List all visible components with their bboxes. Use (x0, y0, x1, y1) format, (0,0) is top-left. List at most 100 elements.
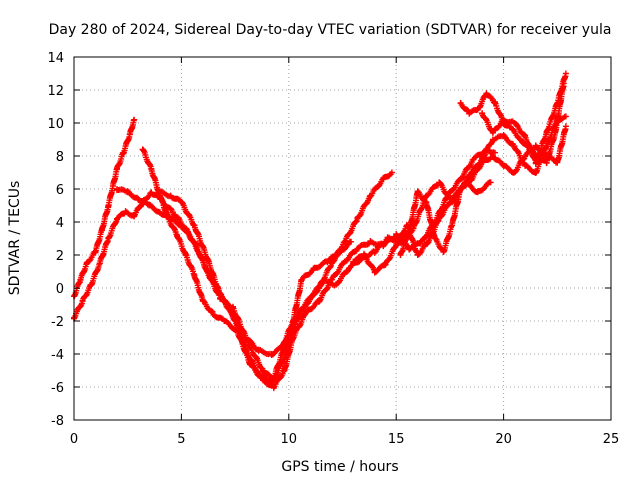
y-tick-label: 10 (47, 117, 64, 132)
y-tick-label: 2 (56, 249, 64, 264)
series-track-1 (71, 116, 138, 300)
data-point (191, 222, 198, 229)
data-point (380, 176, 387, 183)
x-tick-label: 0 (70, 432, 78, 447)
data-point (88, 281, 95, 288)
data-point (367, 192, 374, 199)
data-point (324, 258, 331, 265)
data-point (268, 351, 275, 357)
data-point (131, 116, 138, 123)
data-point (167, 192, 174, 199)
data-point (511, 169, 518, 176)
data-point (315, 298, 322, 305)
series-markers (71, 171, 394, 384)
data-point (457, 100, 464, 107)
data-point (156, 209, 163, 216)
data-point (532, 143, 539, 150)
y-tick-label: -6 (51, 381, 64, 396)
data-point (165, 215, 172, 222)
data-point (131, 212, 138, 219)
data-point (77, 276, 84, 283)
data-point (210, 311, 217, 318)
data-point (199, 298, 206, 305)
data-point (302, 309, 309, 316)
y-tick-label: 14 (47, 51, 64, 66)
data-point (414, 252, 421, 258)
series-markers (71, 117, 137, 300)
data-point (500, 133, 507, 140)
data-point (562, 113, 569, 120)
data-point (554, 159, 561, 166)
x-tick-label: 20 (495, 432, 512, 447)
x-tick-label: 5 (177, 432, 185, 447)
data-point (554, 100, 561, 107)
data-point (105, 235, 112, 242)
data-point (345, 265, 352, 272)
data-point (178, 222, 185, 229)
data-point (562, 123, 569, 130)
y-tick-label: 6 (56, 183, 64, 198)
data-point (367, 238, 374, 245)
data-point (489, 153, 496, 159)
data-point (532, 169, 539, 176)
data-point (320, 278, 327, 285)
data-point (440, 248, 447, 255)
data-point (255, 370, 262, 377)
data-point (543, 159, 550, 166)
data-point (457, 176, 464, 183)
data-point (470, 156, 477, 163)
data-point (113, 186, 120, 192)
data-point (148, 166, 155, 173)
data-point (562, 70, 569, 77)
y-tick-label: -8 (51, 414, 64, 429)
data-point (242, 347, 249, 354)
data-point (511, 143, 518, 150)
data-point (92, 248, 99, 255)
data-point (509, 126, 516, 133)
chart-title: Day 280 of 2024, Sidereal Day-to-day VTE… (49, 22, 612, 38)
data-points (71, 70, 569, 392)
data-point (354, 245, 361, 252)
data-point (489, 129, 496, 136)
data-point (348, 238, 355, 245)
x-axis-label: GPS time / hours (281, 459, 398, 475)
data-point (229, 311, 236, 318)
data-point (479, 110, 486, 117)
data-point (120, 149, 127, 156)
y-tick-label: 4 (56, 216, 64, 231)
series-track-9 (350, 123, 569, 276)
grid (74, 57, 611, 420)
data-point (281, 344, 288, 351)
data-point (431, 235, 438, 242)
data-point (500, 162, 507, 169)
data-point (371, 248, 378, 255)
data-point (298, 276, 305, 283)
data-point (311, 265, 318, 272)
data-point (333, 281, 340, 288)
series-track-8 (479, 70, 569, 167)
data-point (552, 129, 559, 136)
data-point (543, 153, 550, 159)
data-point (393, 242, 400, 249)
data-point (418, 238, 425, 245)
data-point (532, 159, 539, 166)
data-point (169, 209, 176, 216)
data-point (403, 222, 410, 229)
data-point (397, 252, 404, 258)
data-point (178, 199, 185, 206)
data-point (517, 136, 524, 143)
data-point (83, 260, 90, 267)
data-point (500, 116, 507, 123)
data-point (492, 149, 499, 156)
data-point (204, 255, 211, 262)
data-point (354, 215, 361, 222)
data-point (341, 238, 348, 245)
data-point (156, 189, 163, 196)
data-point (522, 133, 529, 140)
data-point (487, 179, 494, 186)
data-point (146, 202, 153, 209)
data-point (270, 384, 277, 390)
data-point (492, 100, 499, 107)
x-tick-label: 10 (281, 432, 298, 447)
data-point (79, 298, 86, 305)
